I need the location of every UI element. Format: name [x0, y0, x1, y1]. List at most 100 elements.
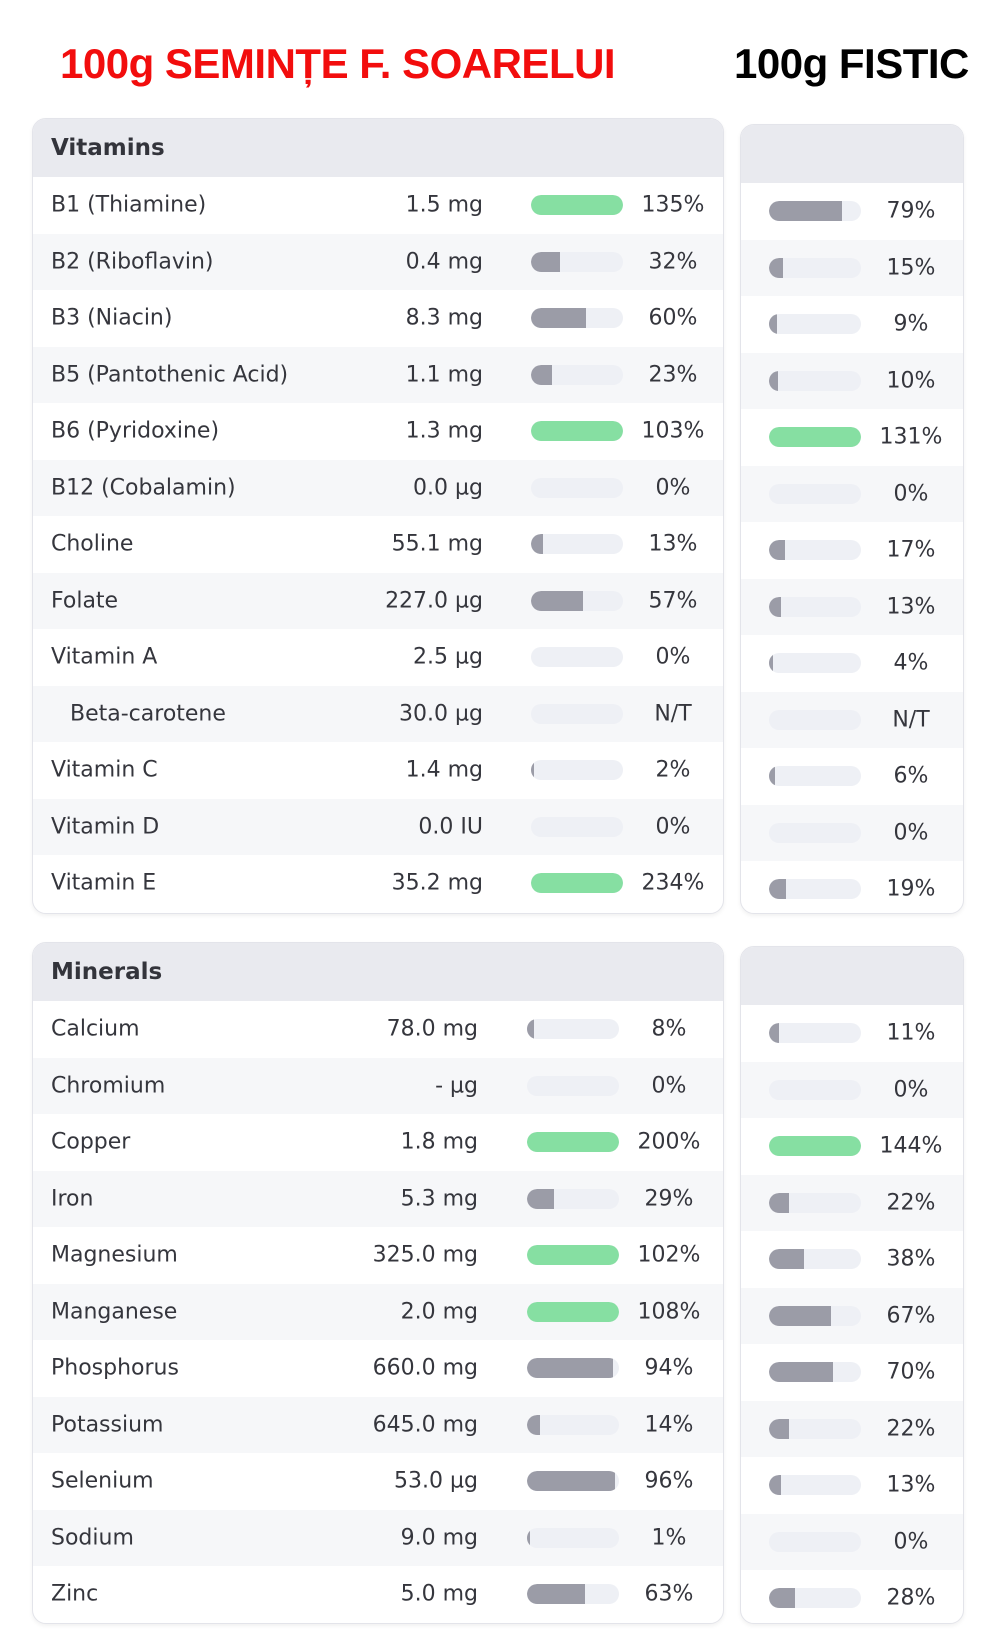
nutrient-row: Beta-carotene 30.0 µg N/T: [33, 685, 723, 742]
progress-bar-vitamin-d: [531, 816, 623, 837]
daily-value-percent-pistachio: 0%: [893, 820, 929, 846]
progress-bar-b6-pyridoxine: [531, 421, 623, 442]
daily-value-percent: 0%: [655, 814, 691, 840]
nutrient-name: B5 (Pantothenic Acid): [51, 362, 289, 388]
progress-bar-pistachio-b1-thiamine-fill: [769, 201, 842, 222]
minerals-rows: Calcium 78.0 mg 8% Chromium - µg 0% Copper 1.8 …: [33, 1001, 723, 1623]
nutrient-name: Vitamin E: [51, 870, 157, 896]
daily-value-percent: 60%: [648, 305, 698, 331]
daily-value-percent-pistachio: 15%: [886, 255, 936, 281]
daily-value-percent-pistachio: 11%: [886, 1020, 936, 1046]
daily-value-percent-pistachio: 0%: [893, 481, 929, 507]
daily-value-percent-pistachio: 38%: [886, 1246, 936, 1272]
progress-bar-pistachio-folate-fill: [769, 596, 781, 617]
nutrient-row: B1 (Thiamine) 1.5 mg 135%: [33, 177, 723, 234]
nutrient-name: Beta-carotene: [70, 701, 226, 727]
daily-value-percent: 94%: [644, 1355, 694, 1381]
nutrient-row-pistachio: 13%: [741, 578, 963, 635]
vitamins-header-blank: [741, 125, 963, 183]
nutrient-row: Vitamin C 1.4 mg 2%: [33, 742, 723, 799]
nutrient-name: B3 (Niacin): [51, 305, 173, 331]
progress-bar-manganese-fill: [527, 1301, 619, 1322]
progress-bar-pistachio-b6-pyridoxine-fill: [769, 427, 861, 448]
progress-bar-b2-riboflavin-fill: [531, 251, 561, 272]
nutrient-amount: 5.3 mg: [400, 1186, 478, 1212]
daily-value-percent-pistachio: 13%: [886, 594, 936, 620]
nutrient-amount: 8.3 mg: [405, 305, 483, 331]
daily-value-percent-pistachio: 9%: [893, 311, 929, 337]
nutrient-row-pistachio: 144%: [741, 1118, 963, 1175]
minerals-panel-sunflower: Minerals Calcium 78.0 mg 8% Chromium - µg 0% C…: [32, 942, 724, 1624]
nutrient-row-pistachio: 10%: [741, 352, 963, 409]
nutrient-amount: 5.0 mg: [400, 1581, 478, 1607]
nutrient-row-pistachio: 0%: [741, 1061, 963, 1118]
progress-bar-sodium-fill: [527, 1527, 530, 1548]
nutrient-amount: 0.0 IU: [418, 814, 483, 840]
nutrient-row-pistachio: 9%: [741, 296, 963, 353]
progress-bar-chromium: [527, 1075, 619, 1096]
daily-value-percent: 103%: [641, 418, 705, 444]
progress-bar-pistachio-iron: [769, 1192, 861, 1213]
nutrient-row-pistachio: 13%: [741, 1457, 963, 1514]
nutrient-row-pistachio: 0%: [741, 804, 963, 861]
daily-value-percent: 96%: [644, 1468, 694, 1494]
nutrient-name: Potassium: [51, 1412, 164, 1438]
nutrient-amount: 2.0 mg: [400, 1299, 478, 1325]
progress-bar-pistachio-vitamin-c: [769, 766, 861, 787]
progress-bar-pistachio-vitamin-a-fill: [769, 653, 773, 674]
daily-value-percent: 29%: [644, 1186, 694, 1212]
progress-bar-pistachio-b3-niacin: [769, 314, 861, 335]
progress-bar-vitamin-e-fill: [531, 873, 623, 894]
progress-bar-potassium-fill: [527, 1414, 540, 1435]
nutrient-row: Chromium - µg 0%: [33, 1057, 723, 1114]
nutrient-row-pistachio: 70%: [741, 1344, 963, 1401]
nutrient-name: Selenium: [51, 1468, 154, 1494]
progress-bar-pistachio-phosphorus-fill: [769, 1362, 834, 1383]
daily-value-percent-pistachio: 79%: [886, 198, 936, 224]
nutrient-row-pistachio: 4%: [741, 635, 963, 692]
daily-value-percent: N/T: [654, 701, 692, 727]
minerals-header: Minerals: [33, 943, 723, 1001]
sunflower-seeds-title: 100g SEMINȚE F. SOARELUI: [60, 40, 616, 87]
nutrient-row-pistachio: 28%: [741, 1570, 963, 1623]
daily-value-percent-pistachio: 144%: [879, 1133, 943, 1159]
daily-value-percent: 14%: [644, 1412, 694, 1438]
daily-value-percent: 32%: [648, 249, 698, 275]
minerals-rows-pistachio: 11% 0% 144% 22% 38% 67% 70% 22% 13% 0% 28%: [741, 1005, 963, 1623]
progress-bar-b12-cobalamin: [531, 477, 623, 498]
progress-bar-b5-pantothenic-acid: [531, 364, 623, 385]
nutrient-row-pistachio: 22%: [741, 1174, 963, 1231]
progress-bar-pistachio-zinc-fill: [769, 1588, 795, 1609]
progress-bar-pistachio-copper: [769, 1136, 861, 1157]
minerals-panel-pistachio: 11% 0% 144% 22% 38% 67% 70% 22% 13% 0% 28%: [740, 946, 964, 1624]
minerals-header-blank: [741, 947, 963, 1005]
vitamins-rows: B1 (Thiamine) 1.5 mg 135% B2 (Riboflavin) 0.…: [33, 177, 723, 912]
nutrient-row-pistachio: N/T: [741, 691, 963, 748]
progress-bar-calcium-fill: [527, 1019, 535, 1040]
nutrient-row: Folate 227.0 µg 57%: [33, 572, 723, 629]
daily-value-percent: 8%: [651, 1016, 687, 1042]
daily-value-percent: 2%: [655, 757, 691, 783]
progress-bar-manganese: [527, 1301, 619, 1322]
progress-bar-pistachio-calcium-fill: [769, 1023, 780, 1044]
nutrient-row: Vitamin E 35.2 mg 234%: [33, 855, 723, 912]
nutrient-amount: 1.3 mg: [405, 418, 483, 444]
progress-bar-choline: [531, 534, 623, 555]
nutrient-amount: 227.0 µg: [385, 588, 483, 614]
progress-bar-pistachio-b2-riboflavin-fill: [769, 257, 783, 278]
progress-bar-pistachio-vitamin-c-fill: [769, 766, 775, 787]
nutrient-name: B6 (Pyridoxine): [51, 418, 220, 444]
progress-bar-sodium: [527, 1527, 619, 1548]
nutrient-row-pistachio: 17%: [741, 522, 963, 579]
progress-bar-pistachio-iron-fill: [769, 1192, 790, 1213]
progress-bar-beta-carotene: [531, 703, 623, 724]
nutrient-row: Phosphorus 660.0 mg 94%: [33, 1340, 723, 1397]
progress-bar-vitamin-c: [531, 760, 623, 781]
nutrient-row: B12 (Cobalamin) 0.0 µg 0%: [33, 459, 723, 516]
nutrient-row: Vitamin D 0.0 IU 0%: [33, 798, 723, 855]
nutrient-amount: 0.0 µg: [413, 475, 483, 501]
nutrient-row: B5 (Pantothenic Acid) 1.1 mg 23%: [33, 346, 723, 403]
progress-bar-copper-fill: [527, 1132, 619, 1153]
progress-bar-vitamin-c-fill: [531, 760, 534, 781]
nutrient-row-pistachio: 131%: [741, 409, 963, 466]
